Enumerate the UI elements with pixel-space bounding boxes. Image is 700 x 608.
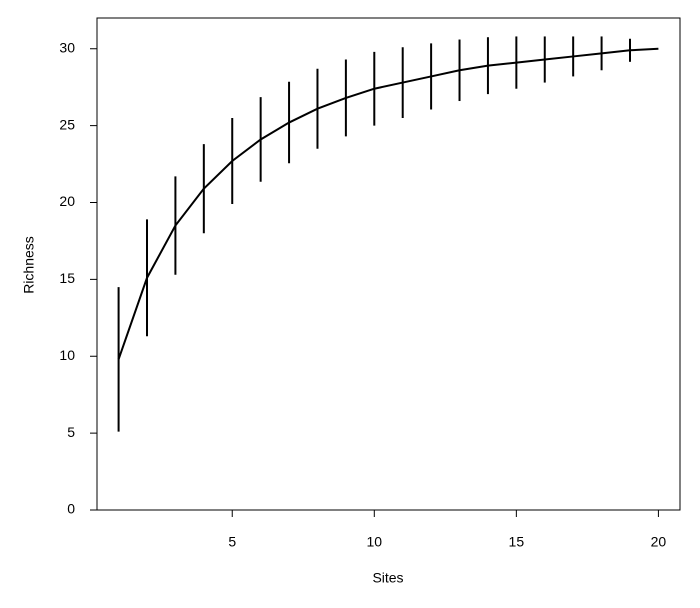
x-axis-label: Sites [372, 570, 403, 586]
y-axis-label: Richness [21, 236, 37, 294]
y-tick-label: 30 [59, 39, 75, 55]
x-tick-label: 5 [228, 534, 236, 550]
x-tick-label: 20 [651, 534, 667, 550]
plot-box [96, 17, 681, 511]
y-tick-label: 15 [59, 270, 75, 286]
x-tick-label: 15 [509, 534, 525, 550]
y-tick-label: 5 [67, 424, 75, 440]
curve [117, 47, 659, 360]
y-tick-label: 0 [67, 501, 75, 517]
y-tick-label: 10 [59, 347, 75, 363]
y-tick-label: 25 [59, 116, 75, 132]
y-tick-label: 20 [59, 193, 75, 209]
x-tick-label: 10 [367, 534, 383, 550]
